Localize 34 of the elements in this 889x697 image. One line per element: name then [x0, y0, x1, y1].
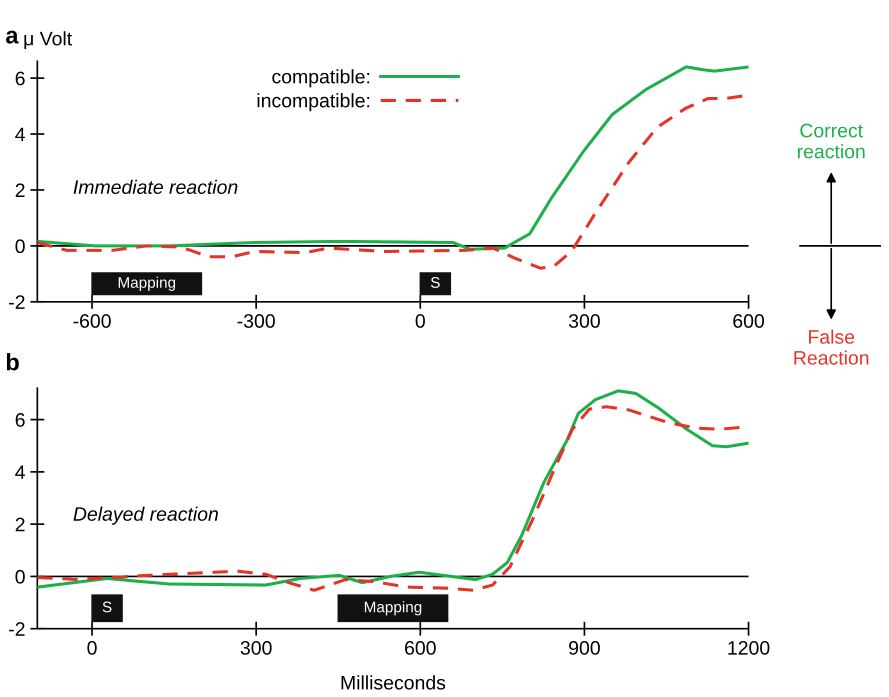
x-tick-label: 900: [569, 641, 600, 655]
y-tick-label: 6: [16, 72, 25, 86]
x-tick-label: -300: [238, 314, 275, 328]
band-label: S: [430, 277, 440, 288]
y-tick-label: -2: [9, 622, 25, 636]
band-label: S: [102, 602, 112, 612]
y-tick-label: 4: [15, 128, 25, 142]
x-tick-label: 600: [733, 314, 764, 328]
y-tick-label: -2: [9, 295, 25, 309]
band-label: Mapping: [118, 276, 176, 291]
y-tick-label: 4: [15, 466, 25, 479]
text: Correct reaction: [798, 124, 865, 158]
x-tick-label: 300: [240, 641, 272, 655]
x-tick-label: 300: [568, 314, 600, 328]
band-label: Mapping: [364, 601, 422, 616]
x-axis-title: Milliseconds: [342, 675, 446, 690]
x-tick-label: 1200: [728, 641, 770, 655]
annotation: Delayed reaction: [73, 506, 218, 525]
annotation: Immediate reaction: [74, 180, 238, 194]
x-tick-label: 600: [405, 641, 436, 655]
legend-label: compatible:: [272, 69, 370, 88]
y-tick-label: 2: [16, 518, 25, 532]
y-tick-label: 2: [16, 183, 25, 197]
x-tick-label: 0: [87, 641, 97, 655]
y-tick-label: 0: [15, 570, 25, 584]
y-tick-label: 6: [16, 413, 25, 427]
legend-label: incompatible:: [258, 93, 370, 112]
y-tick-label: 0: [15, 239, 25, 254]
x-tick-label: -600: [73, 314, 111, 328]
y-axis-title: μ Volt: [24, 31, 72, 50]
text: False Reaction: [794, 330, 868, 365]
x-tick-label: 0: [416, 314, 425, 328]
chart-title: a: [6, 30, 19, 44]
chart-title: b: [6, 353, 19, 371]
